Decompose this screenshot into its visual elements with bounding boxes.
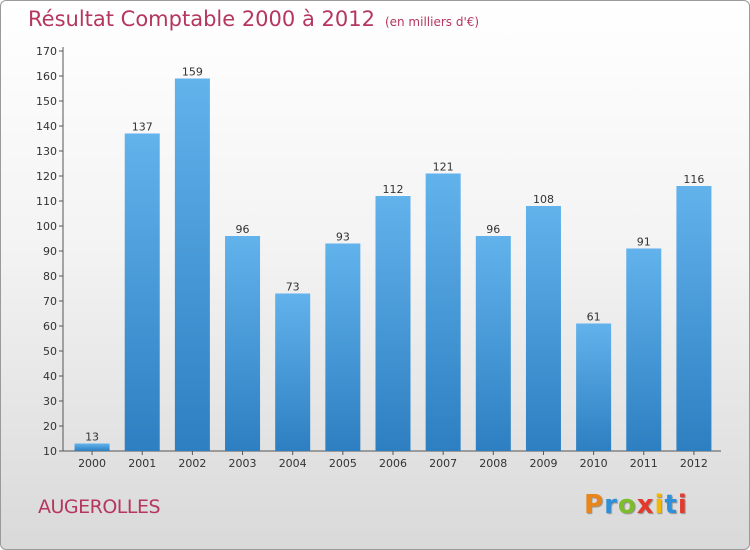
chart-subtitle: (en milliers d'€) bbox=[384, 15, 480, 29]
proxiti-logo[interactable]: Proxiti bbox=[584, 490, 688, 520]
bar-value-label: 137 bbox=[132, 121, 153, 134]
x-axis: 2000 2001 2002 2003 2004 2005 2006 2007 2008 2009… bbox=[63, 450, 721, 470]
x-tick-label: 2004 bbox=[279, 457, 307, 470]
logo-letter: r bbox=[604, 490, 618, 520]
y-tick-label: 50 bbox=[43, 345, 57, 358]
x-tick-label: 2005 bbox=[329, 457, 357, 470]
bars bbox=[74, 78, 712, 452]
y-tick-label: 90 bbox=[43, 245, 57, 258]
bar-value-label: 96 bbox=[486, 223, 500, 236]
y-tick-label: 150 bbox=[36, 95, 57, 108]
bar-value-label: 93 bbox=[336, 231, 350, 244]
y-tick-label: 20 bbox=[43, 420, 57, 433]
y-tick-label: 30 bbox=[43, 395, 57, 408]
y-tick-label: 10 bbox=[43, 445, 57, 458]
bar-value-label: 96 bbox=[236, 223, 250, 236]
bar-value-label: 108 bbox=[533, 193, 554, 206]
chart-title-text: Résultat Comptable 2000 à 2012 bbox=[28, 7, 375, 31]
chart-title: Résultat Comptable 2000 à 2012 (en millie… bbox=[28, 7, 479, 31]
x-tick-label: 2001 bbox=[128, 457, 156, 470]
x-tick-label: 2003 bbox=[229, 457, 257, 470]
y-tick-label: 40 bbox=[43, 370, 57, 383]
bar[interactable] bbox=[325, 243, 361, 452]
logo-letter: i bbox=[654, 490, 665, 520]
bar[interactable] bbox=[124, 133, 160, 452]
bar[interactable] bbox=[626, 248, 662, 452]
logo-letter: i bbox=[677, 490, 688, 520]
y-tick-label: 70 bbox=[43, 295, 57, 308]
y-tick-label: 60 bbox=[43, 320, 57, 333]
bar-value-label: 121 bbox=[433, 161, 454, 174]
bar[interactable] bbox=[74, 443, 110, 452]
bar-value-label: 116 bbox=[683, 173, 704, 186]
bar[interactable] bbox=[225, 236, 261, 451]
bar[interactable] bbox=[676, 186, 712, 451]
place-name: AUGEROLLES bbox=[38, 496, 161, 518]
x-tick-label: 2012 bbox=[680, 457, 708, 470]
bar-value-label: 61 bbox=[587, 311, 601, 324]
y-tick-label: 100 bbox=[36, 220, 57, 233]
bar-value-label: 73 bbox=[286, 281, 300, 294]
bar[interactable] bbox=[475, 236, 511, 451]
bar[interactable] bbox=[425, 173, 461, 452]
bar[interactable] bbox=[174, 78, 210, 452]
x-tick-label: 2002 bbox=[178, 457, 206, 470]
bar-value-label: 91 bbox=[637, 236, 651, 249]
x-tick-label: 2007 bbox=[429, 457, 457, 470]
y-tick-label: 140 bbox=[36, 120, 57, 133]
bar-value-label: 13 bbox=[85, 431, 99, 444]
logo-letter: t bbox=[664, 490, 678, 520]
bar-labels: 13 137 159 96 73 93 112 121 96 108 61 91 116 bbox=[85, 66, 704, 444]
bar-value-label: 112 bbox=[383, 183, 404, 196]
y-axis: 10 20 30 40 50 60 70 80 90 100 110 120 130 140 150 160 1… bbox=[36, 45, 64, 458]
x-tick-label: 2009 bbox=[529, 457, 557, 470]
bar[interactable] bbox=[525, 206, 561, 451]
x-tick-label: 2006 bbox=[379, 457, 407, 470]
x-tick-label: 2010 bbox=[580, 457, 608, 470]
logo-letter: P bbox=[584, 490, 605, 520]
y-tick-label: 160 bbox=[36, 70, 57, 83]
logo-letter: o bbox=[617, 490, 637, 520]
bar[interactable] bbox=[576, 323, 612, 452]
bar-value-label: 159 bbox=[182, 66, 203, 79]
logo-letter: x bbox=[636, 490, 655, 520]
y-tick-label: 80 bbox=[43, 270, 57, 283]
x-tick-label: 2000 bbox=[78, 457, 106, 470]
x-tick-label: 2011 bbox=[630, 457, 658, 470]
y-tick-label: 120 bbox=[36, 170, 57, 183]
y-tick-label: 110 bbox=[36, 195, 57, 208]
bar[interactable] bbox=[375, 196, 411, 451]
y-tick-label: 130 bbox=[36, 145, 57, 158]
x-tick-label: 2008 bbox=[479, 457, 507, 470]
y-tick-label: 170 bbox=[36, 45, 57, 58]
bar[interactable] bbox=[275, 293, 311, 452]
